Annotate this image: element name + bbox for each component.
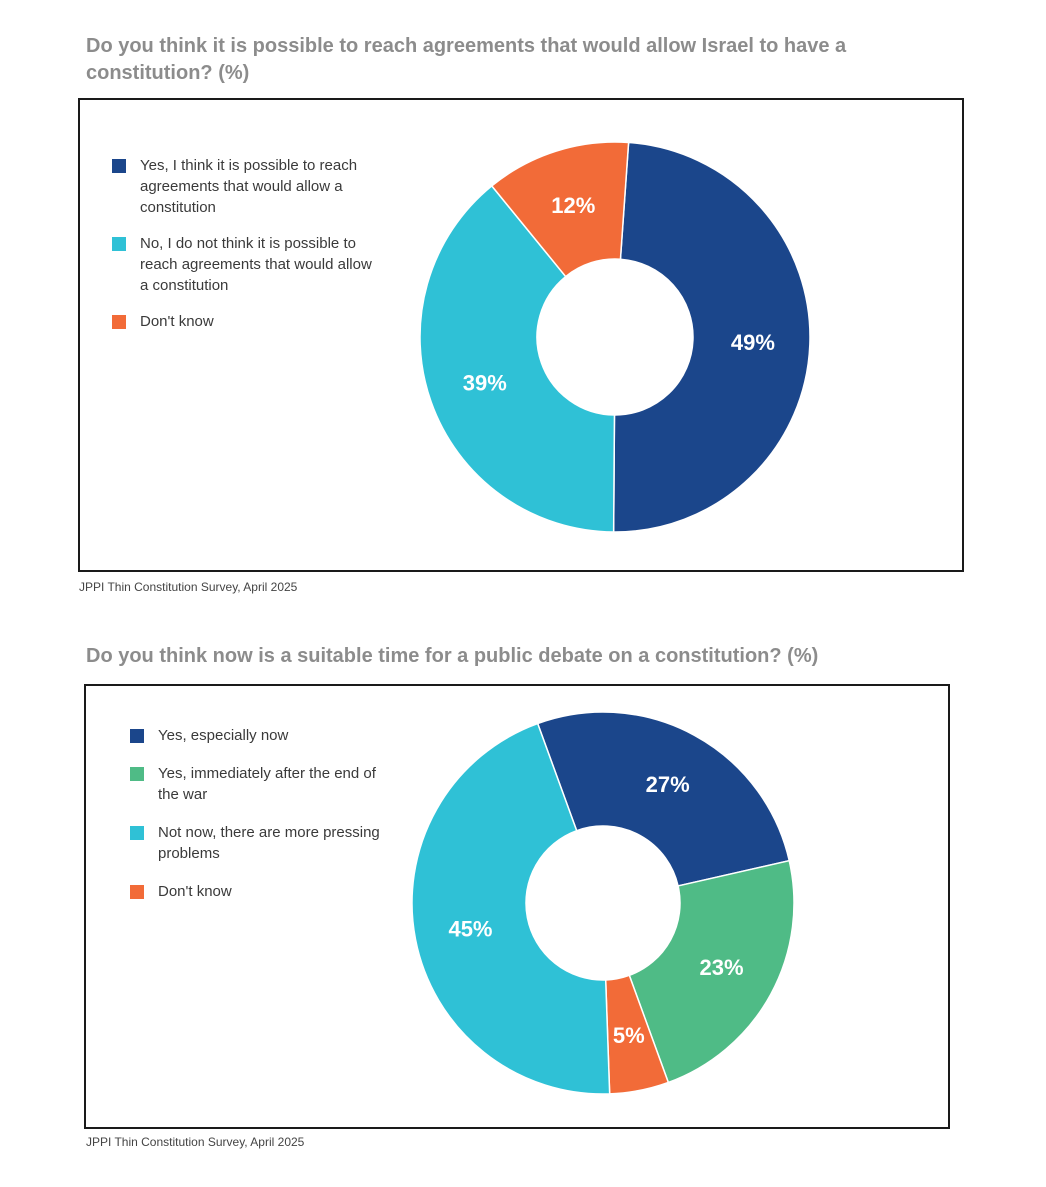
legend-item-not-possible: No, I do not think it is possible to rea… <box>112 233 374 296</box>
donut-slice <box>612 141 811 533</box>
legend-swatch <box>130 826 144 840</box>
chart-1-legend: Yes, I think it is possible to reach agr… <box>112 155 374 347</box>
donut-slice <box>411 722 611 1095</box>
legend-swatch <box>112 237 126 251</box>
data-label: 5% <box>613 1023 645 1048</box>
legend-swatch <box>112 159 126 173</box>
donut-slice <box>628 859 795 1084</box>
chart-1-source: JPPI Thin Constitution Survey, April 202… <box>79 580 298 594</box>
data-label: 12% <box>551 193 595 218</box>
legend-item-not-now: Not now, there are more pressing problem… <box>130 822 392 864</box>
data-label: 23% <box>700 955 744 980</box>
chart-2-source: JPPI Thin Constitution Survey, April 202… <box>86 1135 305 1149</box>
data-label: 27% <box>646 772 690 797</box>
chart-1-donut: 49% 39% 12% <box>419 141 811 533</box>
legend-label: Don't know <box>158 883 232 900</box>
donut-slice <box>419 184 616 533</box>
chart-2-title: Do you think now is a suitable time for … <box>86 645 819 667</box>
legend-item-yes-possible: Yes, I think it is possible to reach agr… <box>112 155 374 218</box>
legend-label: Don't know <box>140 313 214 330</box>
data-label: 39% <box>463 370 507 395</box>
chart-2-legend: Yes, especially now Yes, immediately aft… <box>130 725 392 919</box>
legend-item-after-war: Yes, immediately after the end of the wa… <box>130 763 392 805</box>
legend-label: No, I do not think it is possible to rea… <box>140 235 372 294</box>
legend-item-yes-now: Yes, especially now <box>130 725 392 746</box>
data-label: 49% <box>731 330 775 355</box>
legend-label: Yes, I think it is possible to reach agr… <box>140 157 358 216</box>
chart-2-donut: 27% 23% 5% 45% <box>411 711 795 1095</box>
donut-slice <box>490 141 630 278</box>
data-label: 45% <box>448 916 492 941</box>
legend-item-dont-know: Don't know <box>130 881 392 902</box>
legend-label: Yes, immediately after the end of the wa… <box>158 765 376 803</box>
chart-1-panel: Yes, I think it is possible to reach agr… <box>78 98 964 572</box>
legend-swatch <box>130 767 144 781</box>
legend-swatch <box>112 315 126 329</box>
donut-slice <box>536 711 791 887</box>
chart-2-panel: Yes, especially now Yes, immediately aft… <box>84 684 950 1129</box>
chart-1-title: Do you think it is possible to reach agr… <box>86 35 847 84</box>
legend-item-dont-know: Don't know <box>112 311 374 332</box>
legend-swatch <box>130 729 144 743</box>
legend-swatch <box>130 885 144 899</box>
legend-label: Not now, there are more pressing problem… <box>158 824 380 862</box>
legend-label: Yes, especially now <box>158 727 289 744</box>
